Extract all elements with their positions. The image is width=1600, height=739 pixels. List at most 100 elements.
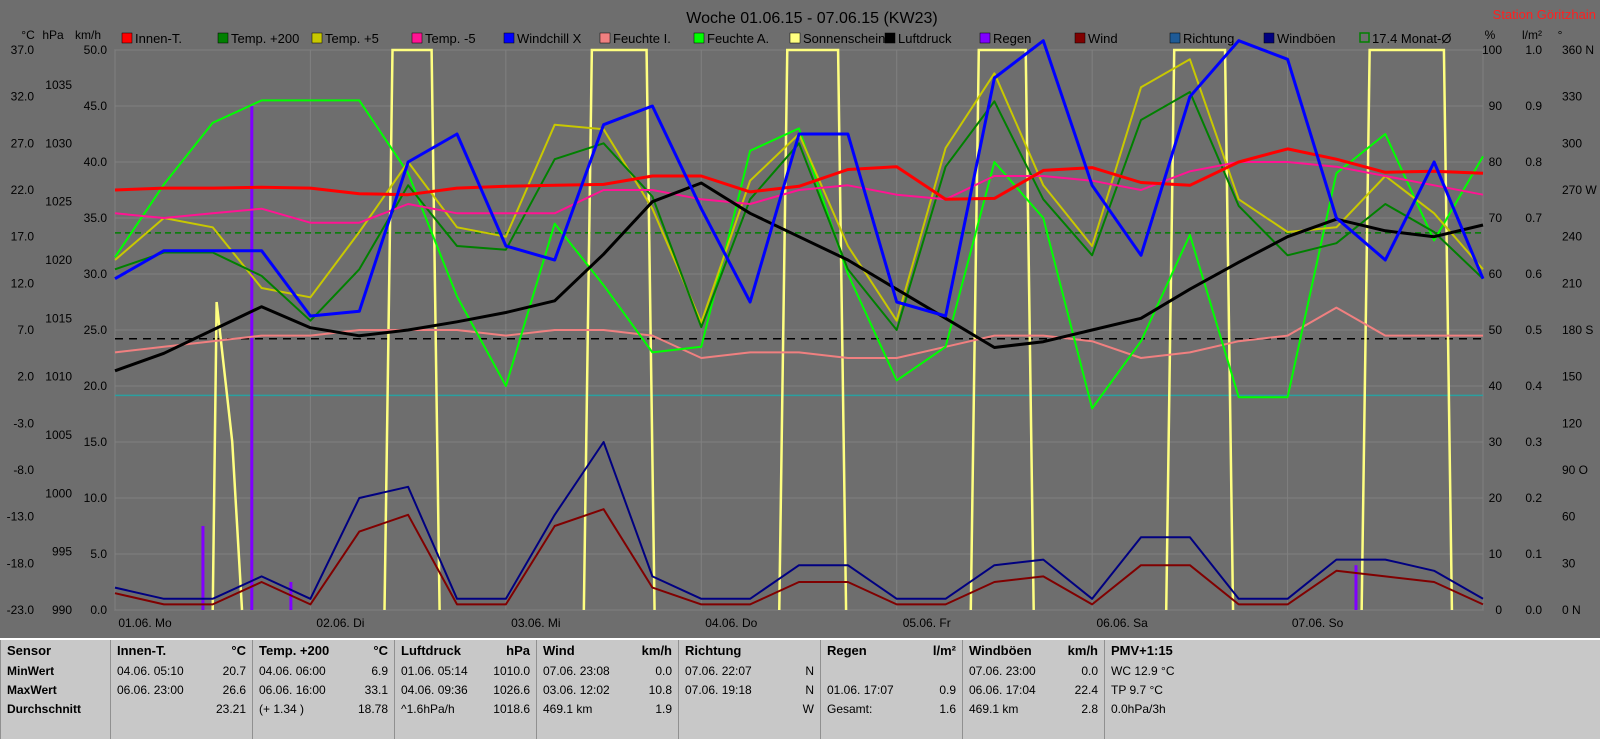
legend-swatch bbox=[1169, 32, 1181, 44]
stats-cell-label: 06.06. 16:00 bbox=[259, 683, 326, 697]
stats-column-unit: km/h bbox=[641, 643, 672, 658]
legend-swatch bbox=[693, 32, 705, 44]
stats-row: Gesamt: 1.6 bbox=[821, 700, 962, 719]
direction-tick-label: 60 bbox=[1562, 510, 1576, 524]
stats-row: 07.06. 23:08 0.0 bbox=[537, 662, 678, 681]
series-line-innen-t- bbox=[114, 147, 1484, 201]
temp-unit: °C bbox=[21, 28, 35, 42]
legend-swatch bbox=[121, 32, 133, 44]
chart-legend: Innen-T. Temp. +200 Temp. +5 Temp. -5 Windch… bbox=[121, 31, 1452, 46]
temp-tick-label: -13.0 bbox=[7, 510, 35, 524]
direction-tick-label: 300 bbox=[1562, 136, 1582, 150]
stats-column: Luftdruck hPa 01.06. 05:14 1010.0 04.06. 09:… bbox=[394, 640, 536, 739]
rain-bar bbox=[201, 526, 205, 610]
stats-column-unit: l/m² bbox=[932, 643, 956, 658]
wind-tick-label: 45.0 bbox=[84, 99, 108, 113]
wind-tick-label: 50.0 bbox=[84, 43, 108, 57]
wind-tick-label: 5.0 bbox=[90, 547, 107, 561]
legend-label: Wind bbox=[1088, 31, 1118, 46]
temp-tick-label: 17.0 bbox=[11, 230, 35, 244]
stats-column-unit: km/h bbox=[1067, 643, 1098, 658]
stats-row: 03.06. 12:02 10.8 bbox=[537, 681, 678, 700]
stats-row: MinWert bbox=[1, 662, 110, 681]
wind-tick-label: 25.0 bbox=[84, 323, 108, 337]
stats-column-header: PMV+1:15 bbox=[1105, 640, 1304, 662]
pressure-tick-label: 1015 bbox=[45, 311, 72, 325]
stats-column-header: Regen l/m² bbox=[821, 640, 962, 662]
series-line-temp-200 bbox=[114, 91, 1484, 331]
stats-column: Temp. +200 °C 04.06. 06:00 6.9 06.06. 16:00 3… bbox=[252, 640, 394, 739]
stats-cell-value: 6.9 bbox=[371, 664, 388, 678]
legend-label: 17.4 Monat-Ø bbox=[1372, 31, 1452, 46]
pressure-tick-label: 995 bbox=[52, 545, 72, 559]
wind-tick-label: 30.0 bbox=[84, 267, 108, 281]
stats-column-header: Windböen km/h bbox=[963, 640, 1104, 662]
stats-cell-label: ^1.6hPa/h bbox=[401, 702, 455, 716]
rain-tick-label: 0.3 bbox=[1525, 435, 1542, 449]
legend-swatch bbox=[789, 32, 801, 44]
stats-row: 04.06. 09:36 1026.6 bbox=[395, 681, 536, 700]
temp-tick-label: 7.0 bbox=[17, 323, 34, 337]
humidity-tick-label: 20 bbox=[1489, 491, 1503, 505]
stats-column-title: Richtung bbox=[685, 643, 742, 658]
stats-column-header: Wind km/h bbox=[537, 640, 678, 662]
legend-label: Feuchte A. bbox=[707, 31, 769, 46]
data-series bbox=[114, 39, 1485, 606]
stats-column: Richtung 07.06. 22:07 N 07.06. 19:18 N W bbox=[678, 640, 820, 739]
pressure-tick-label: 1025 bbox=[45, 195, 72, 209]
x-tick-label: 02.06. Di bbox=[316, 616, 364, 630]
stats-column-title: Sensor bbox=[7, 643, 52, 658]
sunshine-segment bbox=[778, 48, 848, 611]
humidity-tick-label: 80 bbox=[1489, 155, 1503, 169]
direction-tick-label: 210 bbox=[1562, 276, 1582, 290]
stats-cell-label: (+ 1.34 ) bbox=[259, 702, 305, 716]
stats-cell-label: 0.0hPa/3h bbox=[1111, 702, 1166, 716]
stats-column: Wind km/h 07.06. 23:08 0.0 03.06. 12:02 10.8 4… bbox=[536, 640, 678, 739]
stats-column: PMV+1:15 WC 12.9 °C TP 9.7 °C 0.0hPa/3h bbox=[1104, 640, 1304, 739]
stats-column-title: Regen bbox=[827, 643, 867, 658]
legend-swatch bbox=[884, 32, 896, 44]
stats-cell-label: 469.1 km bbox=[969, 702, 1019, 716]
x-tick-label: 05.06. Fr bbox=[903, 616, 951, 630]
direction-unit: ° bbox=[1558, 28, 1563, 42]
stats-cell-label: 06.06. 23:00 bbox=[117, 683, 184, 697]
wind-unit: km/h bbox=[75, 28, 101, 42]
sunshine-segment bbox=[1360, 48, 1454, 611]
stats-cell-label: 469.1 km bbox=[543, 702, 593, 716]
legend-label: Temp. -5 bbox=[425, 31, 476, 46]
wind-tick-label: 20.0 bbox=[84, 379, 108, 393]
rain-bar bbox=[1354, 565, 1358, 610]
stats-cell-value: 10.8 bbox=[648, 683, 672, 697]
legend-swatch bbox=[599, 32, 611, 44]
stats-cell-value: 26.6 bbox=[222, 683, 246, 697]
stats-cell-label: 03.06. 12:02 bbox=[543, 683, 610, 697]
stats-cell-value: 0.9 bbox=[939, 683, 956, 697]
direction-tick-label: 30 bbox=[1562, 556, 1576, 570]
statistics-panel: Sensor MinWert MaxWert Durchschnitt Innen-T.… bbox=[0, 638, 1600, 739]
pressure-tick-label: 1020 bbox=[45, 253, 72, 267]
x-tick-label: 06.06. Sa bbox=[1096, 616, 1148, 630]
pressure-tick-label: 1000 bbox=[45, 486, 72, 500]
stats-column-unit: °C bbox=[231, 643, 246, 658]
stats-cell-label: Gesamt: bbox=[827, 702, 873, 716]
humidity-tick-label: 0 bbox=[1495, 603, 1502, 617]
axis-labels: 37.0 32.0 27.0 22.0 17.0 12.0 7.0 2.0 -3.0 -8.0 -1… bbox=[7, 43, 1598, 630]
stats-cell-label: MaxWert bbox=[7, 683, 57, 697]
humidity-tick-label: 100 bbox=[1482, 43, 1502, 57]
stats-row: Durchschnitt bbox=[1, 700, 110, 719]
stats-row bbox=[821, 662, 962, 681]
stats-cell-label: 07.06. 23:00 bbox=[969, 664, 1036, 678]
stats-cell-value: 2.8 bbox=[1081, 702, 1098, 716]
sunshine-segment bbox=[1164, 48, 1235, 611]
temp-tick-label: -8.0 bbox=[13, 463, 34, 477]
rain-tick-label: 0.0 bbox=[1525, 603, 1542, 617]
legend-swatch bbox=[1074, 32, 1086, 44]
stats-row: WC 12.9 °C bbox=[1105, 662, 1304, 681]
stats-cell-value: 0.0 bbox=[655, 664, 672, 678]
stats-row: 07.06. 23:00 0.0 bbox=[963, 662, 1104, 681]
temp-tick-label: 22.0 bbox=[11, 183, 35, 197]
temp-tick-label: 27.0 bbox=[11, 136, 35, 150]
series-line-feuchte-a- bbox=[114, 99, 1484, 410]
stats-cell-label: TP 9.7 °C bbox=[1111, 683, 1163, 697]
stats-cell-label: 06.06. 17:04 bbox=[969, 683, 1036, 697]
